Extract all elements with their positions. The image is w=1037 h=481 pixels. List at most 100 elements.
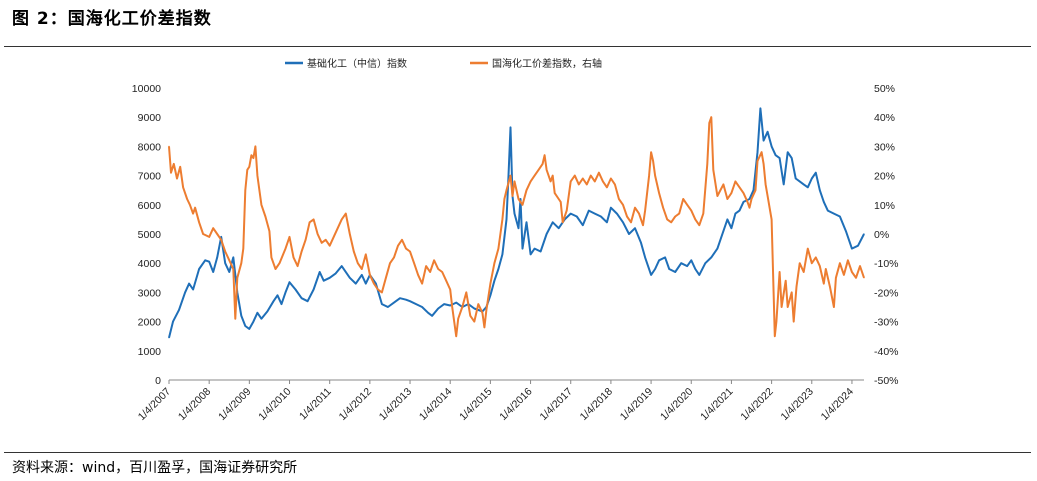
- data-point: [666, 218, 668, 220]
- data-point: [198, 221, 200, 223]
- data-point: [726, 218, 729, 220]
- data-point: [534, 175, 536, 177]
- data-point: [600, 215, 602, 218]
- data-point: [172, 321, 174, 323]
- data-point: [807, 186, 809, 188]
- data-point: [323, 280, 325, 282]
- data-point: [216, 233, 218, 235]
- data-point: [294, 288, 297, 291]
- data-point: [292, 256, 295, 258]
- x-tick-label: 1/4/2013: [377, 386, 414, 423]
- data-point: [397, 245, 399, 247]
- data-point: [381, 291, 383, 293]
- data-point: [443, 303, 445, 305]
- data-point: [680, 262, 682, 264]
- data-point: [829, 286, 831, 288]
- data-point: [204, 259, 206, 261]
- data-point: [694, 218, 696, 220]
- data-point: [590, 175, 592, 177]
- data-point: [501, 218, 503, 220]
- data-point: [616, 213, 618, 215]
- data-point: [208, 236, 210, 238]
- data-point: [825, 268, 827, 270]
- x-tick-label: 1/4/2022: [738, 386, 775, 423]
- data-point: [562, 221, 564, 223]
- data-point: [208, 261, 210, 263]
- data-point: [722, 183, 725, 185]
- data-point: [333, 236, 335, 238]
- data-point: [771, 218, 773, 220]
- data-point: [184, 291, 186, 293]
- data-point: [521, 248, 524, 250]
- data-point: [517, 198, 520, 200]
- data-point: [554, 192, 556, 194]
- data-point: [738, 210, 741, 212]
- data-point: [775, 321, 778, 323]
- x-axis: 1/4/2007 1/4/2008 1/4/2009 1/4/2010 1/4/2011…: [136, 379, 864, 423]
- data-point: [198, 268, 200, 270]
- data-point: [234, 318, 236, 320]
- data-point: [349, 277, 351, 279]
- series-line: [168, 107, 865, 338]
- data-point: [188, 283, 190, 285]
- data-point: [449, 304, 451, 307]
- data-point: [634, 227, 636, 229]
- y-right-tick-label: 30%: [874, 141, 895, 153]
- data-point: [652, 160, 654, 162]
- x-tick-label: 1/4/2011: [297, 386, 334, 423]
- data-point: [189, 204, 191, 206]
- x-tick-label: 1/4/2008: [176, 386, 213, 423]
- data-point: [178, 309, 180, 311]
- data-point: [194, 207, 196, 209]
- data-point: [429, 271, 431, 273]
- data-point: [525, 189, 528, 191]
- x-tick-label: 1/4/2018: [578, 386, 615, 423]
- data-point: [493, 262, 495, 264]
- data-point: [754, 189, 757, 191]
- plot-area: [168, 107, 865, 339]
- data-point: [811, 262, 813, 264]
- data-point: [228, 259, 230, 261]
- data-point: [807, 248, 809, 250]
- data-point: [489, 283, 491, 285]
- data-point: [767, 131, 769, 133]
- data-point: [698, 224, 700, 226]
- data-point: [461, 306, 463, 308]
- y-right-tick-label: -50%: [874, 375, 899, 387]
- data-point: [519, 198, 522, 200]
- data-point: [686, 265, 688, 267]
- data-point: [674, 271, 676, 273]
- data-point: [254, 145, 256, 147]
- data-point: [654, 268, 656, 270]
- data-point: [451, 306, 453, 308]
- data-point: [513, 180, 516, 182]
- data-point: [771, 145, 773, 147]
- data-point: [250, 154, 252, 156]
- data-point: [284, 248, 287, 250]
- data-point: [682, 198, 684, 200]
- data-point: [546, 233, 548, 235]
- data-point: [544, 154, 546, 156]
- x-tick-label: 1/4/2010: [256, 386, 293, 423]
- data-point: [574, 175, 576, 177]
- data-point: [357, 262, 359, 264]
- data-point: [179, 166, 181, 168]
- data-point: [240, 315, 242, 317]
- data-point: [799, 180, 801, 182]
- data-point: [594, 180, 596, 182]
- data-point: [819, 265, 821, 267]
- data-point: [706, 163, 708, 165]
- data-point: [353, 250, 355, 253]
- data-point: [505, 189, 508, 191]
- data-point: [465, 291, 467, 293]
- data-point: [405, 299, 407, 301]
- data-point: [365, 253, 367, 255]
- data-point: [658, 259, 660, 261]
- series-spread-index: [168, 116, 865, 338]
- data-point: [558, 227, 560, 229]
- data-point: [361, 268, 363, 270]
- data-point: [704, 262, 706, 264]
- data-point: [775, 154, 777, 156]
- data-point: [742, 192, 745, 194]
- data-point: [791, 157, 793, 159]
